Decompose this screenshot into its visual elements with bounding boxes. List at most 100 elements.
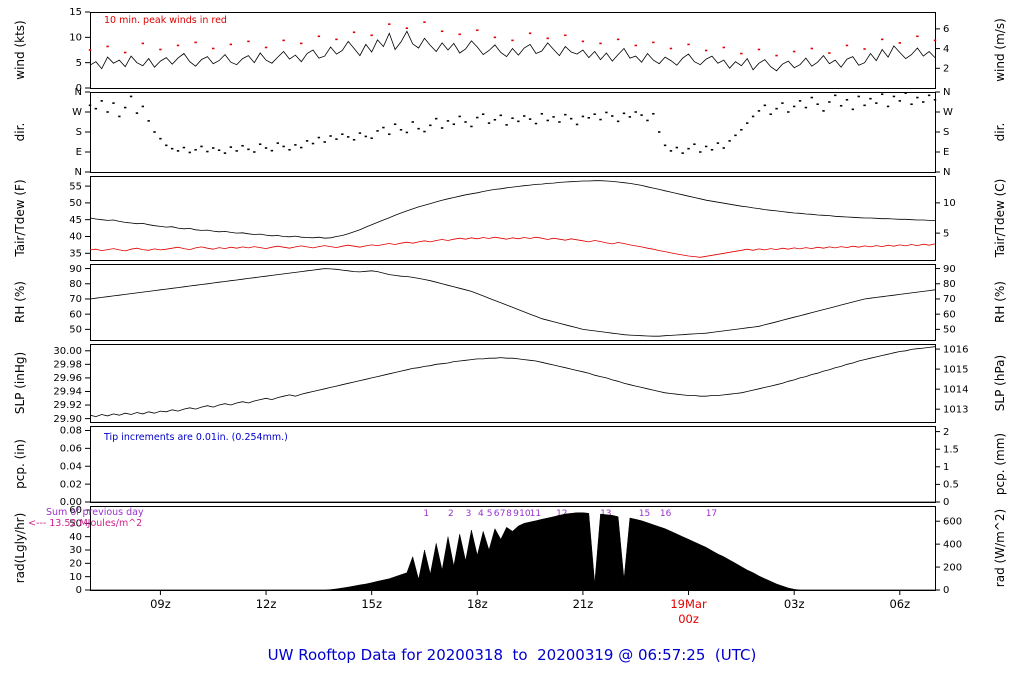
pcp-ytick-left-label: 0.04: [60, 461, 82, 472]
wind-direction-point: [910, 103, 913, 106]
slp-ytick-left-label: 29.90: [53, 414, 82, 425]
wind-direction-point: [798, 100, 802, 102]
wind-direction-point: [787, 111, 790, 113]
rad-hour-marker: 10: [519, 509, 531, 519]
wind-direction-point: [376, 130, 379, 132]
rad-ytick-right-label: 400: [943, 539, 962, 550]
slp-frame: [90, 344, 936, 423]
wind-direction-point: [335, 138, 338, 140]
pcp-ytick-left-label: 0.00: [60, 497, 82, 508]
wind-direction-point: [499, 114, 502, 117]
peak-wind-point: [405, 27, 409, 30]
peak-wind-point: [511, 39, 514, 42]
wind-direction-point: [106, 111, 109, 113]
peak-wind-point: [740, 52, 743, 55]
peak-wind-point: [106, 45, 109, 48]
x-tick-label: 12z: [256, 597, 277, 611]
wind-direction-point: [616, 120, 620, 123]
wind-direction-point: [546, 119, 549, 122]
peak-wind-point: [476, 29, 479, 32]
wind-direction-point: [845, 98, 849, 101]
sea-level-pressure-line: [89, 346, 936, 418]
wind-direction-point: [241, 144, 244, 147]
pcp-ytick-left-label: 0.06: [60, 444, 82, 455]
rad-hour-marker: 3: [466, 509, 472, 519]
peak-wind-point: [616, 38, 620, 41]
wind-direction-point: [282, 145, 285, 148]
wind-direction-point: [892, 95, 896, 98]
wind-direction-point: [540, 112, 544, 115]
wind-speed-line: [89, 30, 936, 72]
wind-direction-point: [634, 111, 637, 113]
wind-direction-point: [464, 121, 467, 123]
x-tick-label: 18z: [467, 597, 488, 611]
x-tick-label: 21z: [573, 597, 594, 611]
peak-wind-point: [458, 33, 461, 36]
wind-direction-point: [716, 142, 720, 144]
wind-direction-point: [775, 107, 778, 110]
peak-wind-point: [176, 44, 180, 47]
x-tick-label: 06z: [889, 597, 910, 611]
rad-ytick-right-label: 600: [943, 516, 962, 527]
rad-ytick-left-label: 50: [69, 519, 82, 530]
dir-ytick-left-label: N: [75, 87, 82, 98]
rad-yaxis-title-left: rad(Lgly/hr): [13, 513, 27, 584]
wind-ytick-left-label: 5: [76, 58, 82, 69]
rad-hour-marker: 4: [478, 509, 484, 519]
wind-direction-point: [341, 133, 344, 136]
wind-direction-point: [880, 93, 884, 96]
wind-direction-point: [305, 140, 309, 142]
temp-yaxis-title-left: Tair/Tdew (F): [13, 179, 27, 257]
rad-ytick-left-label: 20: [69, 559, 82, 570]
rad-hour-marker: 1: [423, 509, 429, 519]
rh-yaxis-title-left: RH (%): [13, 281, 27, 323]
rh-ytick-left-label: 80: [69, 279, 82, 290]
x-tick-label: 09z: [150, 597, 171, 611]
wind-direction-point: [229, 146, 233, 148]
slp-ytick-left-label: 29.94: [53, 387, 82, 398]
wind-direction-point: [687, 147, 690, 150]
wind-direction-point: [411, 121, 414, 123]
peak-wind-point: [141, 42, 145, 45]
solar-radiation-area: [90, 512, 935, 591]
wind-direction-point: [605, 111, 608, 114]
wind-direction-point: [810, 96, 813, 99]
wind-direction-point: [763, 104, 767, 107]
wind-direction-point: [388, 133, 391, 136]
pcp-yaxis-title-right: pcp. (mm): [993, 433, 1007, 495]
wind-direction-point: [769, 113, 772, 116]
wind-direction-point: [317, 136, 321, 139]
wind-direction-point: [828, 101, 831, 103]
wind-direction-point: [528, 118, 532, 120]
wind-direction-point: [564, 113, 567, 116]
wind-direction-point: [206, 150, 209, 153]
pcp-ytick-right-label: 1.5: [943, 444, 959, 455]
temp-ytick-left-label: 50: [69, 198, 82, 209]
rad-ytick-left-label: 60: [69, 505, 82, 516]
x-tick-label: 19Mar: [670, 597, 707, 611]
wind-direction-point: [681, 152, 684, 154]
wind-direction-point: [352, 138, 356, 141]
wind-direction-point: [740, 128, 743, 131]
wind-direction-point: [652, 112, 655, 115]
wind-direction-point: [405, 131, 409, 134]
rh-ytick-right-label: 60: [943, 309, 956, 320]
wind-direction-point: [247, 148, 250, 151]
wind-direction-point: [751, 115, 755, 118]
peak-wind-point: [687, 43, 690, 46]
wind-direction-point: [112, 102, 115, 104]
wind-direction-point: [358, 132, 362, 134]
wind-direction-point: [593, 113, 596, 116]
wind-direction-point: [734, 134, 737, 137]
wind-direction-point: [792, 105, 796, 108]
temp-ytick-left-label: 55: [69, 181, 82, 192]
peak-wind-point: [212, 47, 215, 50]
wind-direction-point: [646, 119, 649, 122]
wind-direction-point: [481, 113, 485, 116]
dir-ytick-left-label: E: [76, 147, 82, 158]
wind-direction-point: [311, 142, 315, 145]
rad-hour-marker: 7: [500, 509, 506, 519]
wind-direction-point: [875, 102, 878, 104]
dir-yaxis-title-left: dir.: [13, 123, 27, 142]
